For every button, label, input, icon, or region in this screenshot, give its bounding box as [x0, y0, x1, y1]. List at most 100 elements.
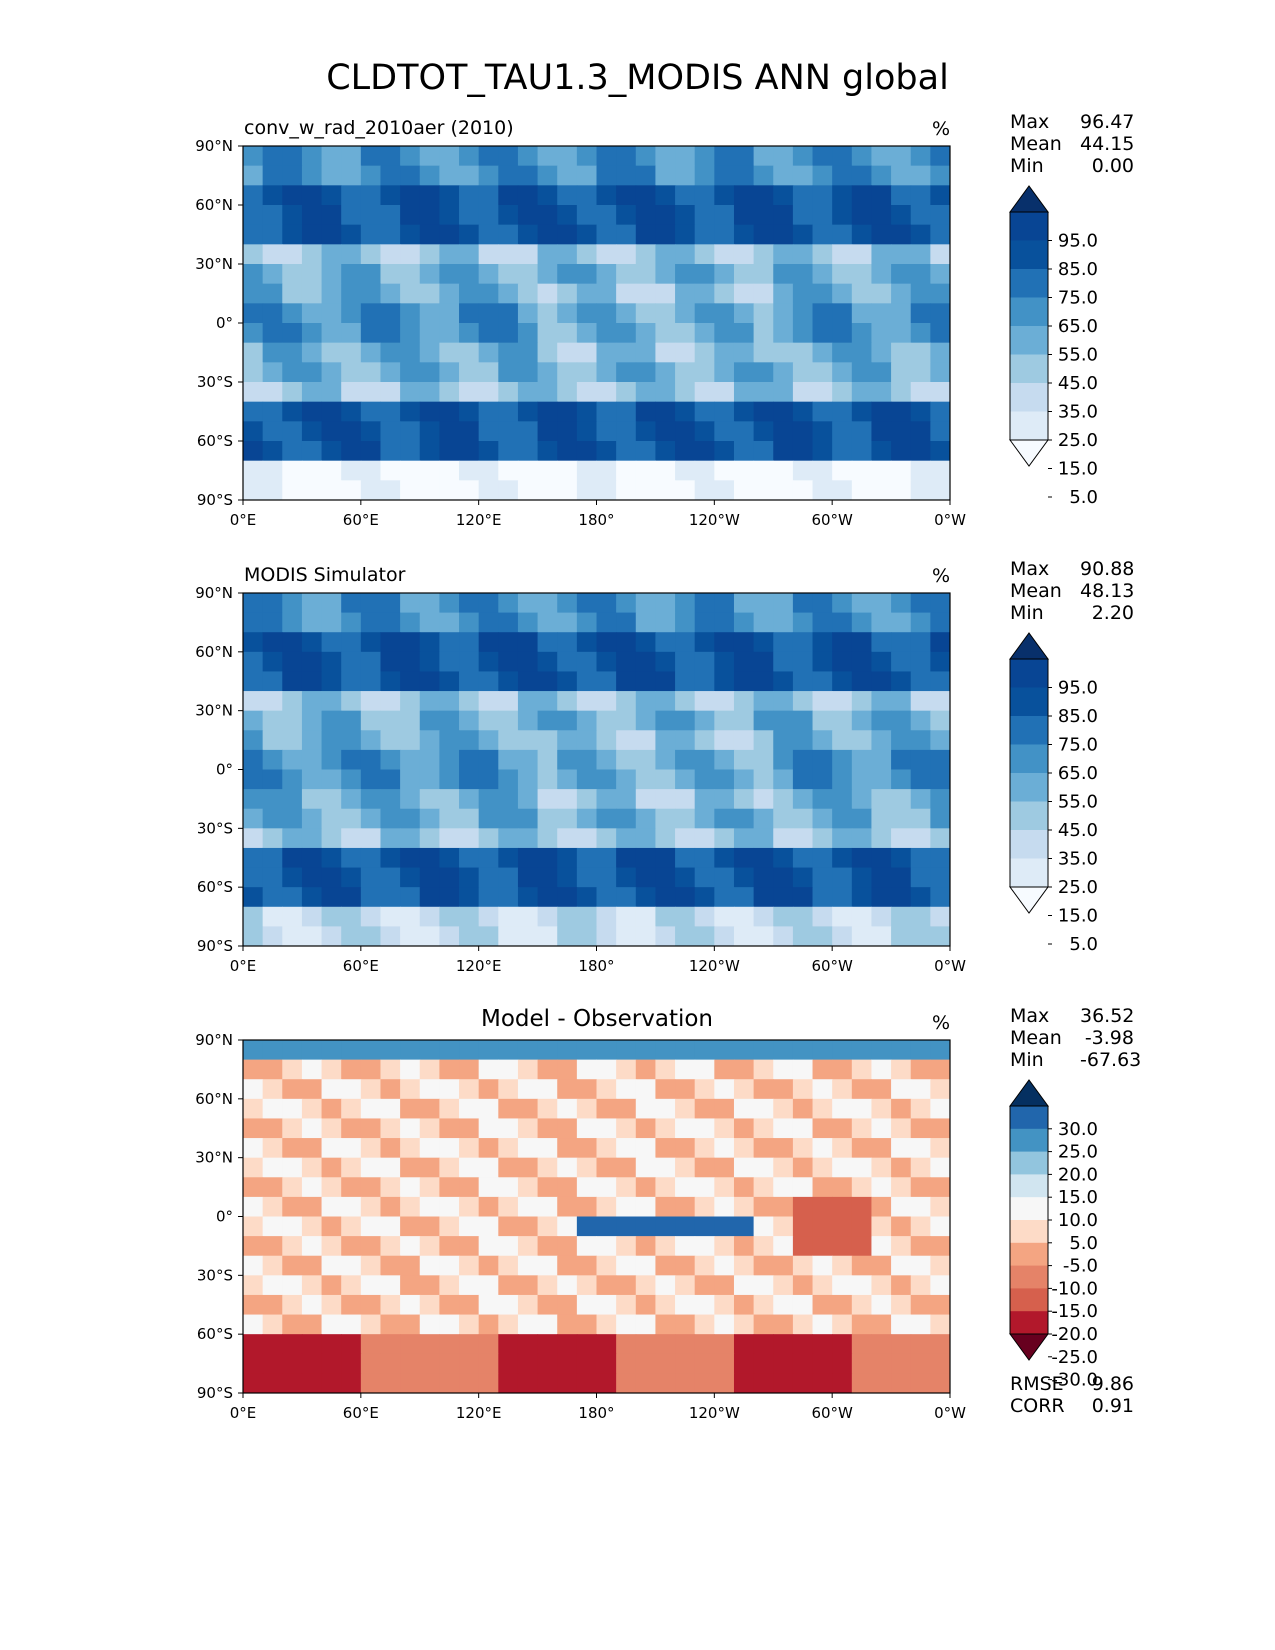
map-cell [517, 401, 539, 422]
colorbar-extend-top [1009, 632, 1049, 660]
map-cell [400, 887, 421, 908]
map-cell [478, 1314, 499, 1335]
map-cell [596, 165, 617, 186]
map-cell [517, 867, 539, 888]
map-cell [675, 691, 696, 712]
map-cell [478, 749, 499, 770]
map-cell [243, 1177, 264, 1198]
map-cell [341, 828, 362, 849]
map-cell [675, 362, 696, 383]
map-cell [714, 1079, 735, 1100]
map-cell [282, 651, 303, 672]
map-cell [832, 1334, 853, 1355]
map-cell [832, 1079, 853, 1100]
map-cell [400, 1118, 421, 1139]
map-cell [753, 323, 774, 344]
map-cell [910, 612, 931, 633]
map-cell [439, 671, 460, 692]
x-tick-label: 60°E [343, 511, 379, 529]
map-cell [537, 1236, 558, 1257]
map-cell [321, 887, 342, 908]
map-cell [596, 749, 617, 770]
map-cell [380, 224, 401, 245]
map-cell [282, 1059, 303, 1080]
map-cell [910, 1177, 931, 1198]
panel3-stats: Max 36.52 Mean -3.98 Min -67.63 [1010, 1005, 1141, 1071]
map-cell [282, 906, 303, 927]
map-cell [341, 205, 362, 226]
panel3-metrics: RMSE 9.86 CORR 0.91 [1010, 1373, 1134, 1417]
map-cell [537, 906, 558, 927]
map-cell [812, 421, 833, 442]
map-cell [910, 323, 931, 344]
map-cell [498, 1334, 519, 1355]
map-cell [675, 146, 696, 167]
map-cell [812, 1255, 833, 1276]
map-cell [360, 1216, 381, 1237]
map-cell [301, 362, 323, 383]
map-cell [596, 1334, 617, 1355]
map-cell [262, 1098, 283, 1119]
map-cell [419, 224, 440, 245]
map-cell [341, 1079, 362, 1100]
map-cell [459, 1236, 480, 1257]
map-cell [439, 421, 460, 442]
map-cell [930, 1236, 951, 1257]
map-cell [675, 1059, 696, 1080]
map-cell [498, 671, 519, 692]
map-cell [380, 1255, 401, 1276]
map-cell [792, 1079, 814, 1100]
map-cell [321, 146, 342, 167]
map-cell [498, 1138, 519, 1159]
map-cell [243, 244, 264, 265]
map-cell [851, 1353, 872, 1374]
map-cell [301, 789, 323, 810]
map-cell [930, 828, 951, 849]
map-cell [341, 1098, 362, 1119]
map-cell [262, 749, 283, 770]
map-cell [380, 808, 401, 829]
map-cell [439, 769, 460, 790]
map-cell [321, 1157, 342, 1178]
map-cell [675, 283, 696, 304]
map-cell [812, 1138, 833, 1159]
map-cell [301, 1196, 323, 1217]
map-cell [891, 382, 912, 403]
map-cell [243, 1196, 264, 1217]
map-cell [792, 1059, 814, 1080]
colorbar-tick-label: 45.0 [1058, 373, 1098, 394]
map-cell [930, 1157, 951, 1178]
map-cell [419, 1040, 440, 1061]
map-cell [753, 401, 774, 422]
map-cell [478, 730, 499, 751]
map-cell [714, 1373, 735, 1394]
map-cell [439, 401, 460, 422]
map-cell [498, 651, 519, 672]
map-cell [930, 887, 951, 908]
map-cell [851, 1236, 872, 1257]
map-cell [576, 382, 597, 403]
map-cell [930, 1177, 951, 1198]
map-cell [910, 244, 931, 265]
map-cell [596, 421, 617, 442]
map-cell [596, 303, 617, 324]
map-cell [635, 1373, 656, 1394]
colorbar-tick-label: 20.0 [1058, 1164, 1098, 1185]
map-cell [635, 612, 656, 633]
map-cell [321, 1196, 342, 1217]
map-cell [301, 1079, 323, 1100]
map-cell [851, 926, 872, 947]
map-cell [832, 730, 853, 751]
map-cell [596, 710, 617, 731]
map-cell [714, 303, 735, 324]
map-cell [419, 1079, 440, 1100]
map-cell [341, 460, 362, 481]
map-cell [733, 460, 755, 481]
map-cell [714, 691, 735, 712]
map-cell [262, 1353, 283, 1374]
map-cell [439, 1177, 460, 1198]
map-cell [910, 1236, 931, 1257]
map-cell [341, 1177, 362, 1198]
map-cell [498, 323, 519, 344]
map-cell [930, 1216, 951, 1237]
